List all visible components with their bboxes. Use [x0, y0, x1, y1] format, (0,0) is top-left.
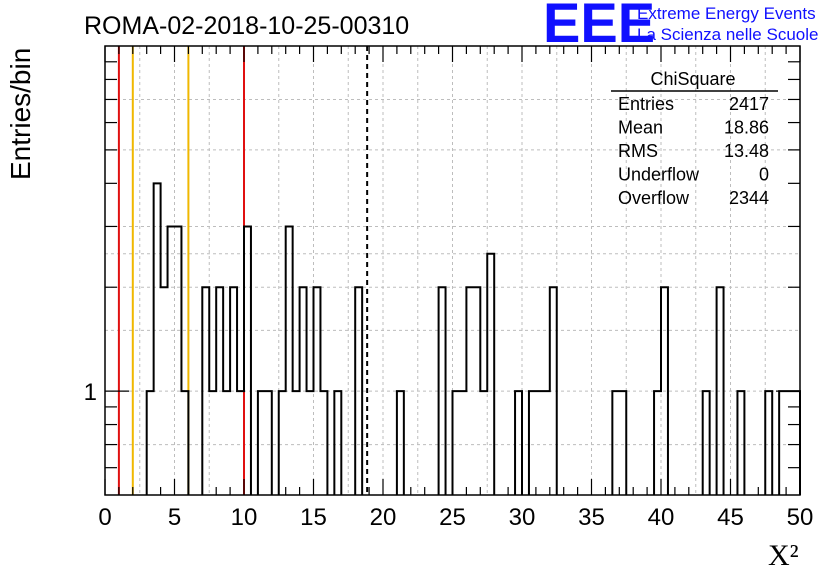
- eee-logo-line2: La Scienza nelle Scuole: [637, 25, 818, 44]
- histogram-bin: [612, 391, 619, 495]
- stats-label: RMS: [618, 141, 658, 161]
- histogram-bin: [661, 287, 668, 495]
- histogram-bin: [168, 226, 175, 495]
- histogram-outline: [145, 182, 801, 495]
- histogram-bin: [307, 391, 314, 495]
- histogram-bin: [536, 391, 543, 495]
- histogram-bin: [355, 287, 362, 495]
- histogram-bin: [717, 287, 724, 495]
- histogram-bin: [147, 391, 154, 495]
- histogram-bin: [480, 391, 487, 495]
- histogram-bin: [473, 287, 480, 495]
- histogram-bin: [487, 254, 494, 495]
- stats-title: ChiSquare: [650, 69, 735, 89]
- histogram-bin: [453, 391, 460, 495]
- axes: [104, 45, 801, 496]
- histogram-bin: [439, 287, 446, 495]
- histogram-bin: [286, 226, 293, 495]
- x-tick-label: 15: [300, 504, 327, 531]
- stats-label: Mean: [618, 118, 663, 138]
- histogram-bin: [550, 287, 557, 495]
- histogram-bin: [202, 287, 209, 495]
- stats-box: ChiSquare Entries 2417 Mean 18.86 RMS 13.48 Un…: [611, 69, 778, 208]
- y-tick-label: 1: [84, 379, 97, 406]
- stats-value: 2344: [729, 188, 769, 208]
- stats-value: 0: [759, 165, 769, 185]
- histogram-bin: [209, 391, 216, 495]
- stats-value: 13.48: [724, 141, 769, 161]
- x-tick-label: 10: [231, 504, 258, 531]
- histogram-bin: [543, 391, 550, 495]
- x-tick-label: 30: [509, 504, 536, 531]
- eee-logo-line1: Extreme Energy Events: [637, 4, 816, 23]
- x-tick-label: 45: [717, 504, 744, 531]
- histogram-bin: [279, 391, 286, 495]
- histogram-bin: [244, 226, 251, 495]
- histogram-bin: [223, 391, 230, 495]
- histogram-bin: [515, 391, 522, 495]
- x-tick-label: 20: [370, 504, 397, 531]
- histogram-bin: [654, 391, 661, 495]
- histogram-bin: [175, 226, 182, 495]
- histogram-bin: [237, 391, 244, 495]
- histogram-bars: [145, 182, 801, 495]
- histogram-bin: [459, 391, 466, 495]
- histogram-bin: [765, 391, 772, 495]
- histogram-bin: [737, 391, 744, 495]
- x-tick-label: 25: [439, 504, 466, 531]
- stats-label: Entries: [618, 94, 674, 114]
- histogram-bin: [293, 391, 300, 495]
- chart-title: ROMA-02-2018-10-25-00310: [84, 12, 409, 40]
- x-axis-label: X²: [768, 539, 799, 572]
- histogram-bin: [154, 183, 161, 495]
- stats-value: 18.86: [724, 118, 769, 138]
- stats-label: Overflow: [618, 188, 690, 208]
- histogram-bin: [779, 391, 786, 495]
- histogram-bin: [230, 287, 237, 495]
- x-tick-label: 50: [787, 504, 814, 531]
- eee-logo-mark: EEE: [543, 0, 655, 54]
- tick-labels: 0 5 10 15 20 25 30 35 40 45 50 1: [84, 379, 814, 531]
- histogram-bin: [181, 391, 188, 495]
- eee-logo: EEE Extreme Energy Events La Scienza nel…: [543, 0, 818, 54]
- histogram-bin: [265, 391, 272, 495]
- stats-label: Underflow: [618, 165, 700, 185]
- histogram-bin: [619, 391, 626, 495]
- stats-value: 2417: [729, 94, 769, 114]
- histogram-bin: [258, 391, 265, 495]
- x-tick-label: 40: [648, 504, 675, 531]
- x-tick-label: 35: [578, 504, 605, 531]
- x-tick-label: 0: [98, 504, 111, 531]
- histogram-bin: [529, 391, 536, 495]
- histogram-bin: [314, 287, 321, 495]
- histogram-bin: [466, 287, 473, 495]
- histogram-bin: [334, 391, 341, 495]
- histogram-bin: [216, 287, 223, 495]
- histogram-bin: [300, 287, 307, 495]
- histogram-bin: [320, 391, 327, 495]
- histogram-bin: [397, 391, 404, 495]
- histogram-bin: [703, 391, 710, 495]
- y-axis-label: Entries/bin: [5, 48, 36, 180]
- x-tick-label: 5: [168, 504, 181, 531]
- histogram-bin: [161, 287, 168, 495]
